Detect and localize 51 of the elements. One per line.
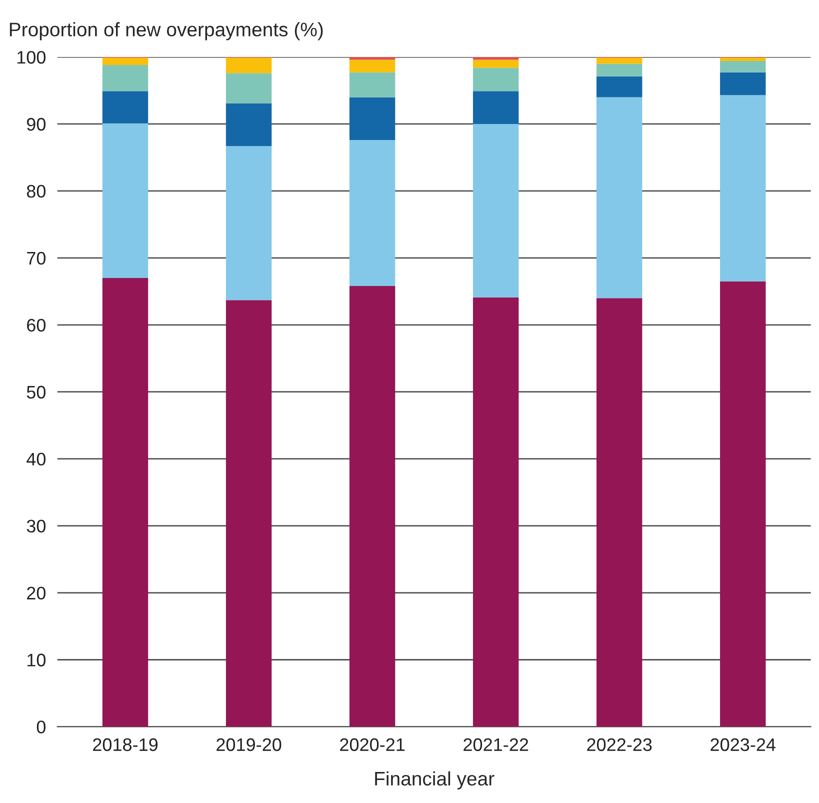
y-tick-label: 0 xyxy=(36,720,46,734)
bar xyxy=(596,64,642,76)
bar xyxy=(596,97,642,298)
y-tick-label: 100 xyxy=(17,50,46,64)
bar xyxy=(102,58,148,66)
bar xyxy=(102,65,148,92)
bar xyxy=(720,281,766,727)
bar xyxy=(472,91,519,124)
bar xyxy=(102,278,148,727)
bar xyxy=(720,95,766,282)
bar xyxy=(472,297,519,727)
bar xyxy=(349,286,396,727)
y-tick-label: 10 xyxy=(28,654,46,666)
x-axis-title: Financial year xyxy=(375,771,494,790)
bar xyxy=(226,103,272,146)
bar xyxy=(472,68,519,92)
bar xyxy=(349,97,396,140)
bar xyxy=(226,146,272,300)
bar xyxy=(472,124,519,298)
y-tick-label: 40 xyxy=(26,452,46,466)
bar xyxy=(720,72,766,96)
bar xyxy=(226,300,272,727)
y-tick-label: 30 xyxy=(26,520,46,533)
x-tick-label: 2020-21 xyxy=(340,738,405,752)
y-tick-label: 70 xyxy=(27,252,46,265)
y-tick-label: 20 xyxy=(27,586,46,600)
y-tick-label: 50 xyxy=(26,386,46,399)
bar xyxy=(102,123,148,278)
x-tick-label: 2021-22 xyxy=(464,738,528,752)
bar xyxy=(472,60,519,68)
bar xyxy=(720,58,766,62)
bar xyxy=(596,76,642,98)
bar xyxy=(226,73,272,104)
bar xyxy=(349,140,396,286)
bar xyxy=(102,91,148,124)
bar xyxy=(720,61,766,72)
y-tick-label: 90 xyxy=(26,118,46,131)
bar xyxy=(596,58,642,64)
bar xyxy=(226,58,272,74)
x-tick-label: 2023-24 xyxy=(710,738,776,752)
y-tick-label: 60 xyxy=(27,318,46,332)
bar xyxy=(349,60,396,72)
y-tick-label: 80 xyxy=(26,184,46,198)
x-tick-label: 2018-19 xyxy=(93,738,158,752)
bar xyxy=(472,57,519,60)
bar xyxy=(349,57,396,60)
x-tick-label: 2022-23 xyxy=(587,738,652,752)
bar xyxy=(596,298,642,727)
bar xyxy=(349,72,396,98)
x-tick-label: 2019-20 xyxy=(216,738,282,752)
y-axis-title: Proportion of new overpayments (%) xyxy=(10,22,323,40)
